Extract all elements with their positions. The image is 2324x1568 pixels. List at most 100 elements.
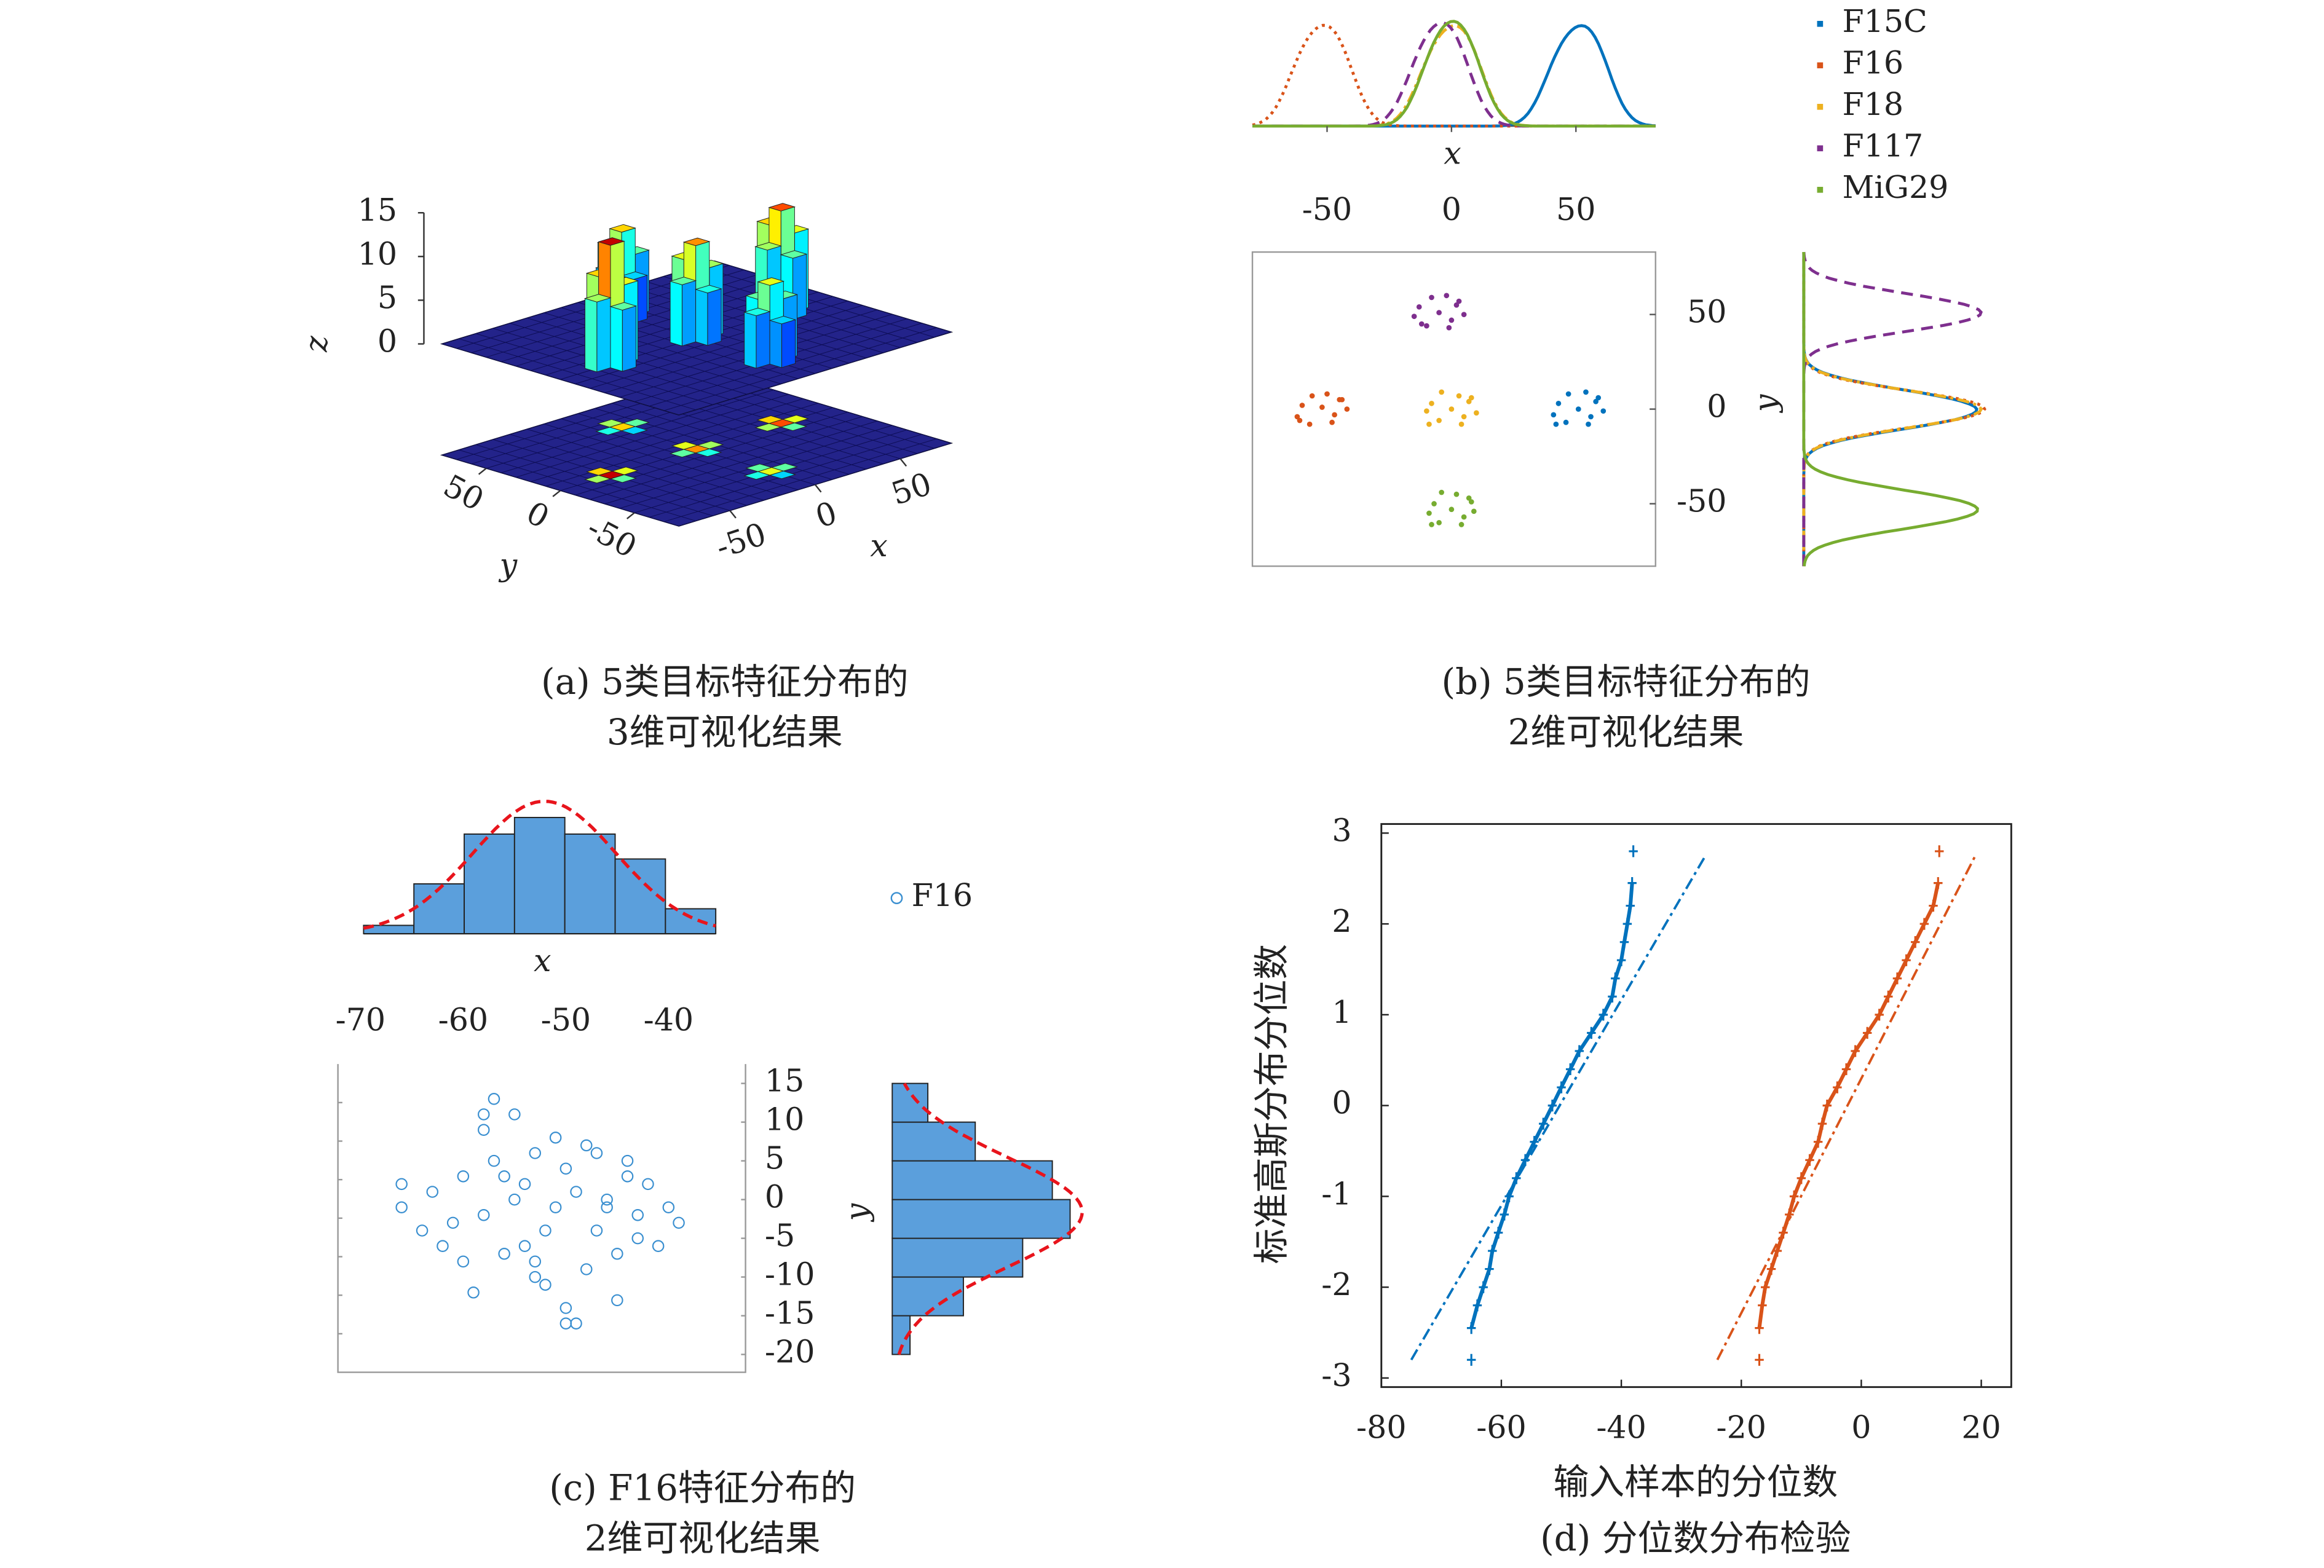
quantile-point bbox=[1547, 1099, 1557, 1112]
y-axis-label: y bbox=[1747, 393, 1784, 413]
x-axis-label: x bbox=[534, 942, 551, 979]
scatter-point bbox=[1319, 404, 1325, 410]
plane-grid bbox=[612, 291, 850, 364]
y-tick-label: 5 bbox=[765, 1140, 785, 1176]
y-tick-label: 1 bbox=[1332, 994, 1351, 1030]
scatter-point bbox=[1553, 421, 1559, 427]
scatter-point bbox=[539, 1224, 551, 1237]
marginal-density-y bbox=[1802, 252, 1979, 567]
scatter-point bbox=[1449, 406, 1455, 412]
projection-cell bbox=[620, 426, 649, 435]
quantile-point bbox=[1575, 1045, 1584, 1057]
quantile-point bbox=[1761, 1281, 1770, 1293]
scatter-point bbox=[1309, 393, 1315, 399]
scatter-point bbox=[529, 1271, 542, 1283]
scatter-point bbox=[601, 1193, 613, 1206]
bar-top bbox=[768, 203, 796, 211]
bar-side bbox=[670, 280, 682, 347]
scatter-point bbox=[1468, 499, 1474, 505]
scatter-point bbox=[1439, 389, 1445, 395]
bar-top bbox=[694, 285, 722, 294]
quantile-point bbox=[1851, 1045, 1860, 1057]
caption: (d) 分位数分布检验 bbox=[1540, 1517, 1851, 1559]
bar-side bbox=[622, 305, 636, 372]
scatter-point bbox=[416, 1224, 429, 1237]
scatter-point bbox=[1466, 495, 1472, 501]
scatter-point bbox=[1426, 421, 1432, 427]
projection-cell bbox=[669, 449, 697, 458]
quantile-point bbox=[1833, 1081, 1842, 1093]
quantile-point bbox=[1587, 1026, 1596, 1039]
legend-marker bbox=[1817, 145, 1824, 152]
plane-grid bbox=[441, 261, 715, 344]
quantile-point bbox=[1758, 1299, 1767, 1312]
histogram-bar bbox=[891, 1199, 1071, 1239]
scatter-point bbox=[1555, 401, 1562, 406]
caption: (a) 5类目标特征分布的 bbox=[541, 661, 909, 703]
scatter-point bbox=[570, 1186, 582, 1198]
legend-marker bbox=[1817, 103, 1824, 110]
quantile-point bbox=[1875, 1009, 1884, 1021]
scatter-point bbox=[662, 1201, 675, 1213]
scatter-point bbox=[1436, 519, 1442, 526]
bar-side bbox=[707, 288, 722, 346]
scatter-point bbox=[1297, 417, 1303, 424]
x-tick bbox=[899, 458, 907, 467]
quantile-point bbox=[1779, 1226, 1788, 1239]
scatter-point bbox=[1468, 395, 1474, 401]
y-tick-label: 3 bbox=[1332, 812, 1351, 848]
plane-grid bbox=[697, 266, 935, 338]
histogram-bar bbox=[891, 1276, 964, 1317]
legend-marker bbox=[1817, 20, 1824, 27]
scatter-point bbox=[621, 1154, 634, 1167]
scatter-point bbox=[437, 1240, 449, 1252]
plane-grid bbox=[714, 261, 952, 333]
quantile-point bbox=[1622, 918, 1632, 930]
quantile-point bbox=[1472, 1299, 1482, 1312]
scatter-point bbox=[457, 1255, 470, 1268]
x-tick bbox=[814, 484, 822, 493]
quantile-point bbox=[1892, 972, 1902, 985]
caption: (c) F16特征分布的 bbox=[549, 1467, 856, 1508]
scatter-point bbox=[529, 1147, 542, 1159]
scatter-point bbox=[1449, 317, 1455, 323]
x-tick-label: 50 bbox=[1556, 191, 1595, 227]
quantile-point bbox=[1627, 877, 1637, 889]
bar-top bbox=[669, 277, 697, 285]
quantile-point bbox=[1557, 1081, 1566, 1093]
quantile-point bbox=[1466, 1353, 1476, 1366]
z-tick-label: 5 bbox=[377, 279, 397, 315]
bar-side bbox=[681, 280, 697, 347]
scatter-point bbox=[518, 1178, 531, 1191]
projection-cell bbox=[743, 471, 771, 480]
scatter-point bbox=[631, 1209, 644, 1221]
y-tick-label: 0 bbox=[765, 1179, 785, 1215]
scatter-point bbox=[1474, 410, 1479, 416]
scatter-point bbox=[1431, 501, 1437, 506]
x-tick-label: -60 bbox=[438, 1002, 489, 1038]
scatter-point bbox=[559, 1302, 572, 1314]
bar-top bbox=[609, 302, 638, 311]
scatter-point bbox=[1456, 393, 1462, 399]
scatter-point bbox=[652, 1240, 665, 1252]
caption: 3维可视化结果 bbox=[607, 711, 843, 753]
quantile-point bbox=[1500, 1208, 1509, 1221]
scatter-point bbox=[1344, 406, 1350, 412]
scatter-point bbox=[518, 1240, 531, 1252]
quantile-point bbox=[1479, 1281, 1488, 1293]
plane-grid bbox=[612, 403, 850, 475]
scatter-point bbox=[1424, 408, 1429, 414]
quantile-point bbox=[1565, 1063, 1575, 1076]
y-tick-label: -50 bbox=[1677, 483, 1727, 519]
x-tick-label: 20 bbox=[1961, 1409, 2001, 1446]
scatter-point bbox=[1583, 389, 1589, 395]
quantile-point bbox=[1466, 1322, 1476, 1334]
z-axis-label: z bbox=[298, 336, 334, 353]
scatter-point bbox=[611, 1294, 623, 1307]
bar-side bbox=[781, 319, 796, 368]
x-axis-label: x bbox=[870, 527, 888, 564]
quantile-point bbox=[1884, 990, 1893, 1003]
scatter-point bbox=[549, 1201, 562, 1213]
y-tick-label: -1 bbox=[1321, 1175, 1351, 1211]
